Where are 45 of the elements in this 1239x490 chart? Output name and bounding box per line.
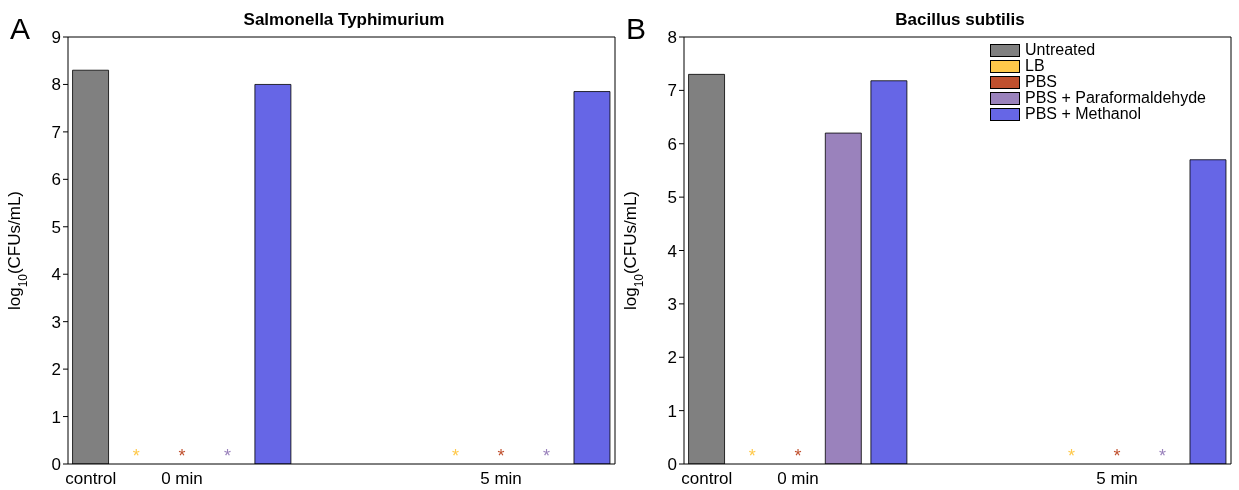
legend-label: PBS + Paraformaldehyde	[1025, 89, 1206, 106]
data-label: *	[794, 446, 802, 466]
y-tick-label: 8	[667, 28, 677, 48]
x-tick-label: 5 min	[480, 469, 522, 489]
chart-title: Salmonella Typhimurium	[242, 10, 446, 30]
legend-label: LB	[1025, 57, 1045, 74]
legend-label: PBS + Methanol	[1025, 105, 1142, 122]
data-label: *	[1067, 446, 1075, 466]
x-tick-label: 5 min	[1096, 469, 1138, 489]
legend-label: PBS	[1025, 73, 1058, 90]
y-tick-label: 1	[51, 407, 61, 427]
y-tick-label: 5	[51, 217, 61, 237]
y-tick-label: 3	[667, 294, 677, 314]
x-tick-label: control	[681, 469, 733, 489]
y-tick-label: 1	[667, 401, 677, 421]
y-tick-label: 2	[51, 360, 61, 380]
data-label: *	[497, 446, 505, 466]
text: A	[10, 12, 31, 46]
x-tick-label: 0 min	[161, 469, 203, 489]
data-label: *	[1159, 446, 1167, 466]
y-tick-label: 5	[667, 188, 677, 208]
x-tick-label: control	[65, 469, 117, 489]
y-tick-label: 6	[667, 134, 677, 154]
text: B	[626, 12, 647, 46]
data-label: *	[543, 446, 551, 466]
y-tick-label: 9	[51, 28, 61, 48]
y-tick-label: 4	[51, 265, 61, 285]
data-label: *	[178, 446, 186, 466]
data-label: *	[224, 446, 232, 466]
y-tick-label: 6	[51, 170, 61, 190]
x-tick-label: 0 min	[777, 469, 819, 489]
data-label: *	[451, 446, 459, 466]
y-tick-label: 0	[667, 455, 677, 475]
data-label: *	[748, 446, 756, 466]
y-tick-label: 3	[51, 312, 61, 332]
y-tick-label: 7	[667, 81, 677, 101]
chart-title: Bacillus subtilis	[894, 10, 1026, 30]
data-label: *	[1113, 446, 1121, 466]
y-tick-label: 7	[51, 122, 61, 142]
y-tick-label: 0	[51, 455, 61, 475]
y-tick-label: 2	[667, 348, 677, 368]
data-label: *	[132, 446, 140, 466]
y-tick-label: 8	[51, 75, 61, 95]
y-tick-label: 4	[667, 241, 677, 261]
legend-label: Untreated	[1025, 41, 1096, 58]
